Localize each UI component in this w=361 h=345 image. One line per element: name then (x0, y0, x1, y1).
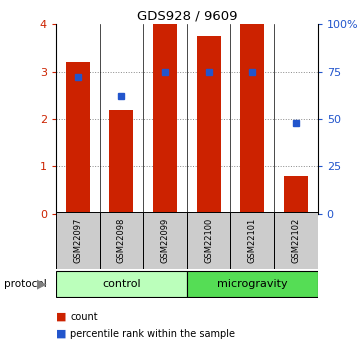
Bar (56, 212, 100, 269)
Bar (284, 176, 308, 214)
Bar (109, 109, 133, 214)
Bar (187, 270, 318, 297)
Bar (153, 24, 177, 214)
Text: GSM22101: GSM22101 (248, 218, 257, 263)
Title: GDS928 / 9609: GDS928 / 9609 (136, 10, 237, 23)
Text: ▶: ▶ (37, 277, 46, 290)
Text: count: count (70, 312, 98, 322)
Text: ■: ■ (56, 312, 66, 322)
Text: GSM22102: GSM22102 (291, 218, 300, 263)
Bar (56, 270, 187, 297)
Bar (187, 212, 230, 269)
Bar (66, 62, 90, 214)
Text: percentile rank within the sample: percentile rank within the sample (70, 329, 235, 339)
Bar (230, 212, 274, 269)
Text: protocol: protocol (4, 279, 46, 289)
Bar (100, 212, 143, 269)
Text: microgravity: microgravity (217, 279, 288, 289)
Bar (143, 212, 187, 269)
Text: GSM22097: GSM22097 (73, 218, 82, 263)
Bar (274, 212, 318, 269)
Bar (197, 36, 221, 214)
Text: GSM22100: GSM22100 (204, 218, 213, 263)
Text: control: control (102, 279, 141, 289)
Text: GSM22098: GSM22098 (117, 218, 126, 263)
Text: ■: ■ (56, 329, 66, 339)
Bar (240, 24, 264, 214)
Text: GSM22099: GSM22099 (161, 218, 170, 263)
